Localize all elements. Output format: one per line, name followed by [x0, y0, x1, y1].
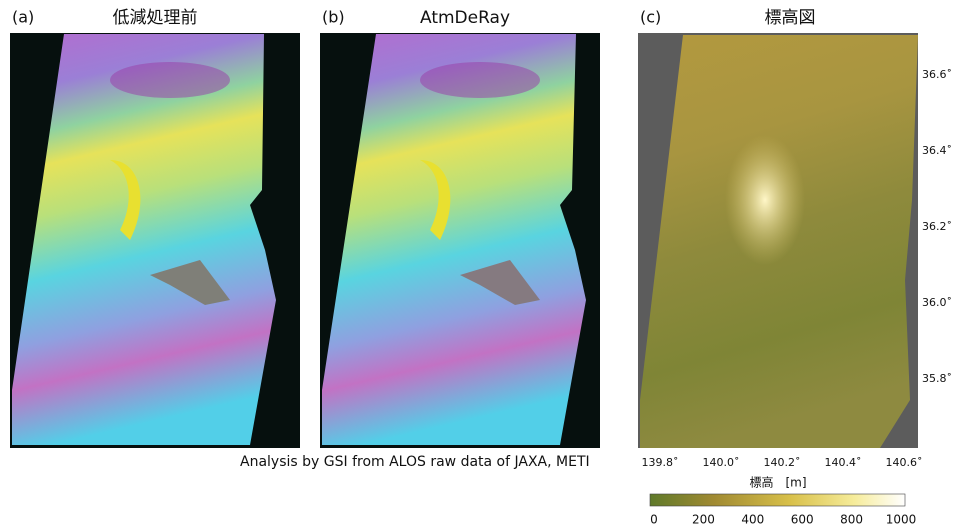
credit: Analysis by GSI from ALOS raw data of JA…	[240, 454, 590, 470]
colorbar	[650, 494, 905, 506]
panel-title: 低減処理前	[113, 8, 198, 28]
latitude-label: 36.0˚	[922, 296, 952, 309]
colorbar-tick-label: 600	[791, 513, 814, 527]
magenta-feature	[420, 62, 540, 98]
latitude-label: 36.2˚	[922, 220, 952, 233]
latitude-label: 36.4˚	[922, 144, 952, 157]
longitude-label: 139.8˚	[642, 456, 679, 469]
panel-title: 標高図	[765, 8, 816, 28]
figure: Analysis by GSI from ALOS raw data of JA…	[0, 0, 960, 528]
colorbar-tick-label: 0	[650, 513, 658, 527]
latitude-label: 35.8˚	[922, 372, 952, 385]
longitude-label: 140.4˚	[825, 456, 862, 469]
colorbar-title: 標高 [m]	[749, 475, 806, 490]
longitude-label: 140.0˚	[703, 456, 740, 469]
magenta-feature	[110, 62, 230, 98]
panel-title: AtmDeRay	[420, 8, 510, 28]
colorbar-tick-label: 1000	[886, 513, 917, 527]
panel-label: (b)	[322, 8, 345, 27]
colorbar-tick-label: 800	[840, 513, 863, 527]
latitude-label: 36.6˚	[922, 68, 952, 81]
panel-label: (a)	[12, 8, 34, 27]
colorbar-tick-label: 200	[692, 513, 715, 527]
colorbar-tick-label: 400	[741, 513, 764, 527]
longitude-label: 140.6˚	[886, 456, 923, 469]
panel-label: (c)	[640, 8, 661, 27]
longitude-label: 140.2˚	[764, 456, 801, 469]
mountain-highlight	[725, 135, 805, 265]
